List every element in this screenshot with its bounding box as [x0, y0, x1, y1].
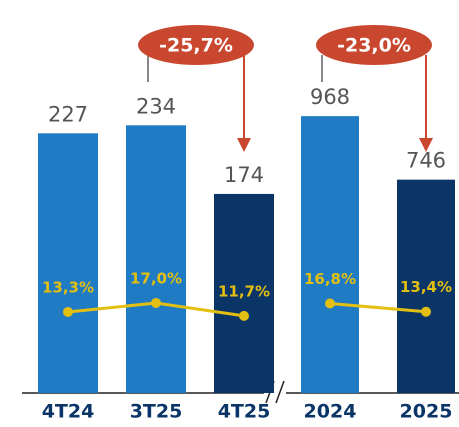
line-point — [239, 310, 249, 321]
x-tick-label: 4T25 — [218, 401, 271, 423]
x-tick-label: 2025 — [400, 401, 453, 423]
arrow-head — [237, 138, 251, 152]
axis-break — [275, 380, 285, 404]
value-label: 174 — [224, 163, 264, 187]
value-label: 234 — [136, 94, 176, 118]
bar — [214, 193, 274, 393]
value-label: 968 — [310, 85, 350, 109]
bar — [301, 116, 359, 393]
annotation-bubble — [138, 25, 254, 65]
annotation: -23,0% — [337, 35, 411, 57]
value-label: 17,0% — [130, 269, 182, 287]
bar — [38, 133, 98, 393]
line-point — [151, 297, 161, 308]
line — [329, 301, 427, 314]
x-tick-label: 2024 — [304, 401, 357, 423]
bar — [397, 179, 455, 393]
value-label: 13,4% — [400, 278, 452, 296]
line-point — [325, 298, 335, 309]
value-label: 11,7% — [218, 282, 270, 300]
value-label: 16,8% — [304, 270, 356, 288]
value-label: 746 — [406, 149, 446, 173]
x-tick-label: 3T25 — [130, 401, 183, 423]
x-tick-label: 4T24 — [42, 401, 95, 423]
annotation: -25,7% — [159, 35, 233, 57]
bar — [126, 125, 186, 393]
value-label: 227 — [48, 102, 88, 126]
annotation-bubble — [316, 25, 432, 65]
line-point — [421, 306, 431, 317]
line-point — [63, 306, 73, 317]
arrow-head — [419, 138, 433, 152]
value-label: 13,3% — [42, 278, 94, 296]
